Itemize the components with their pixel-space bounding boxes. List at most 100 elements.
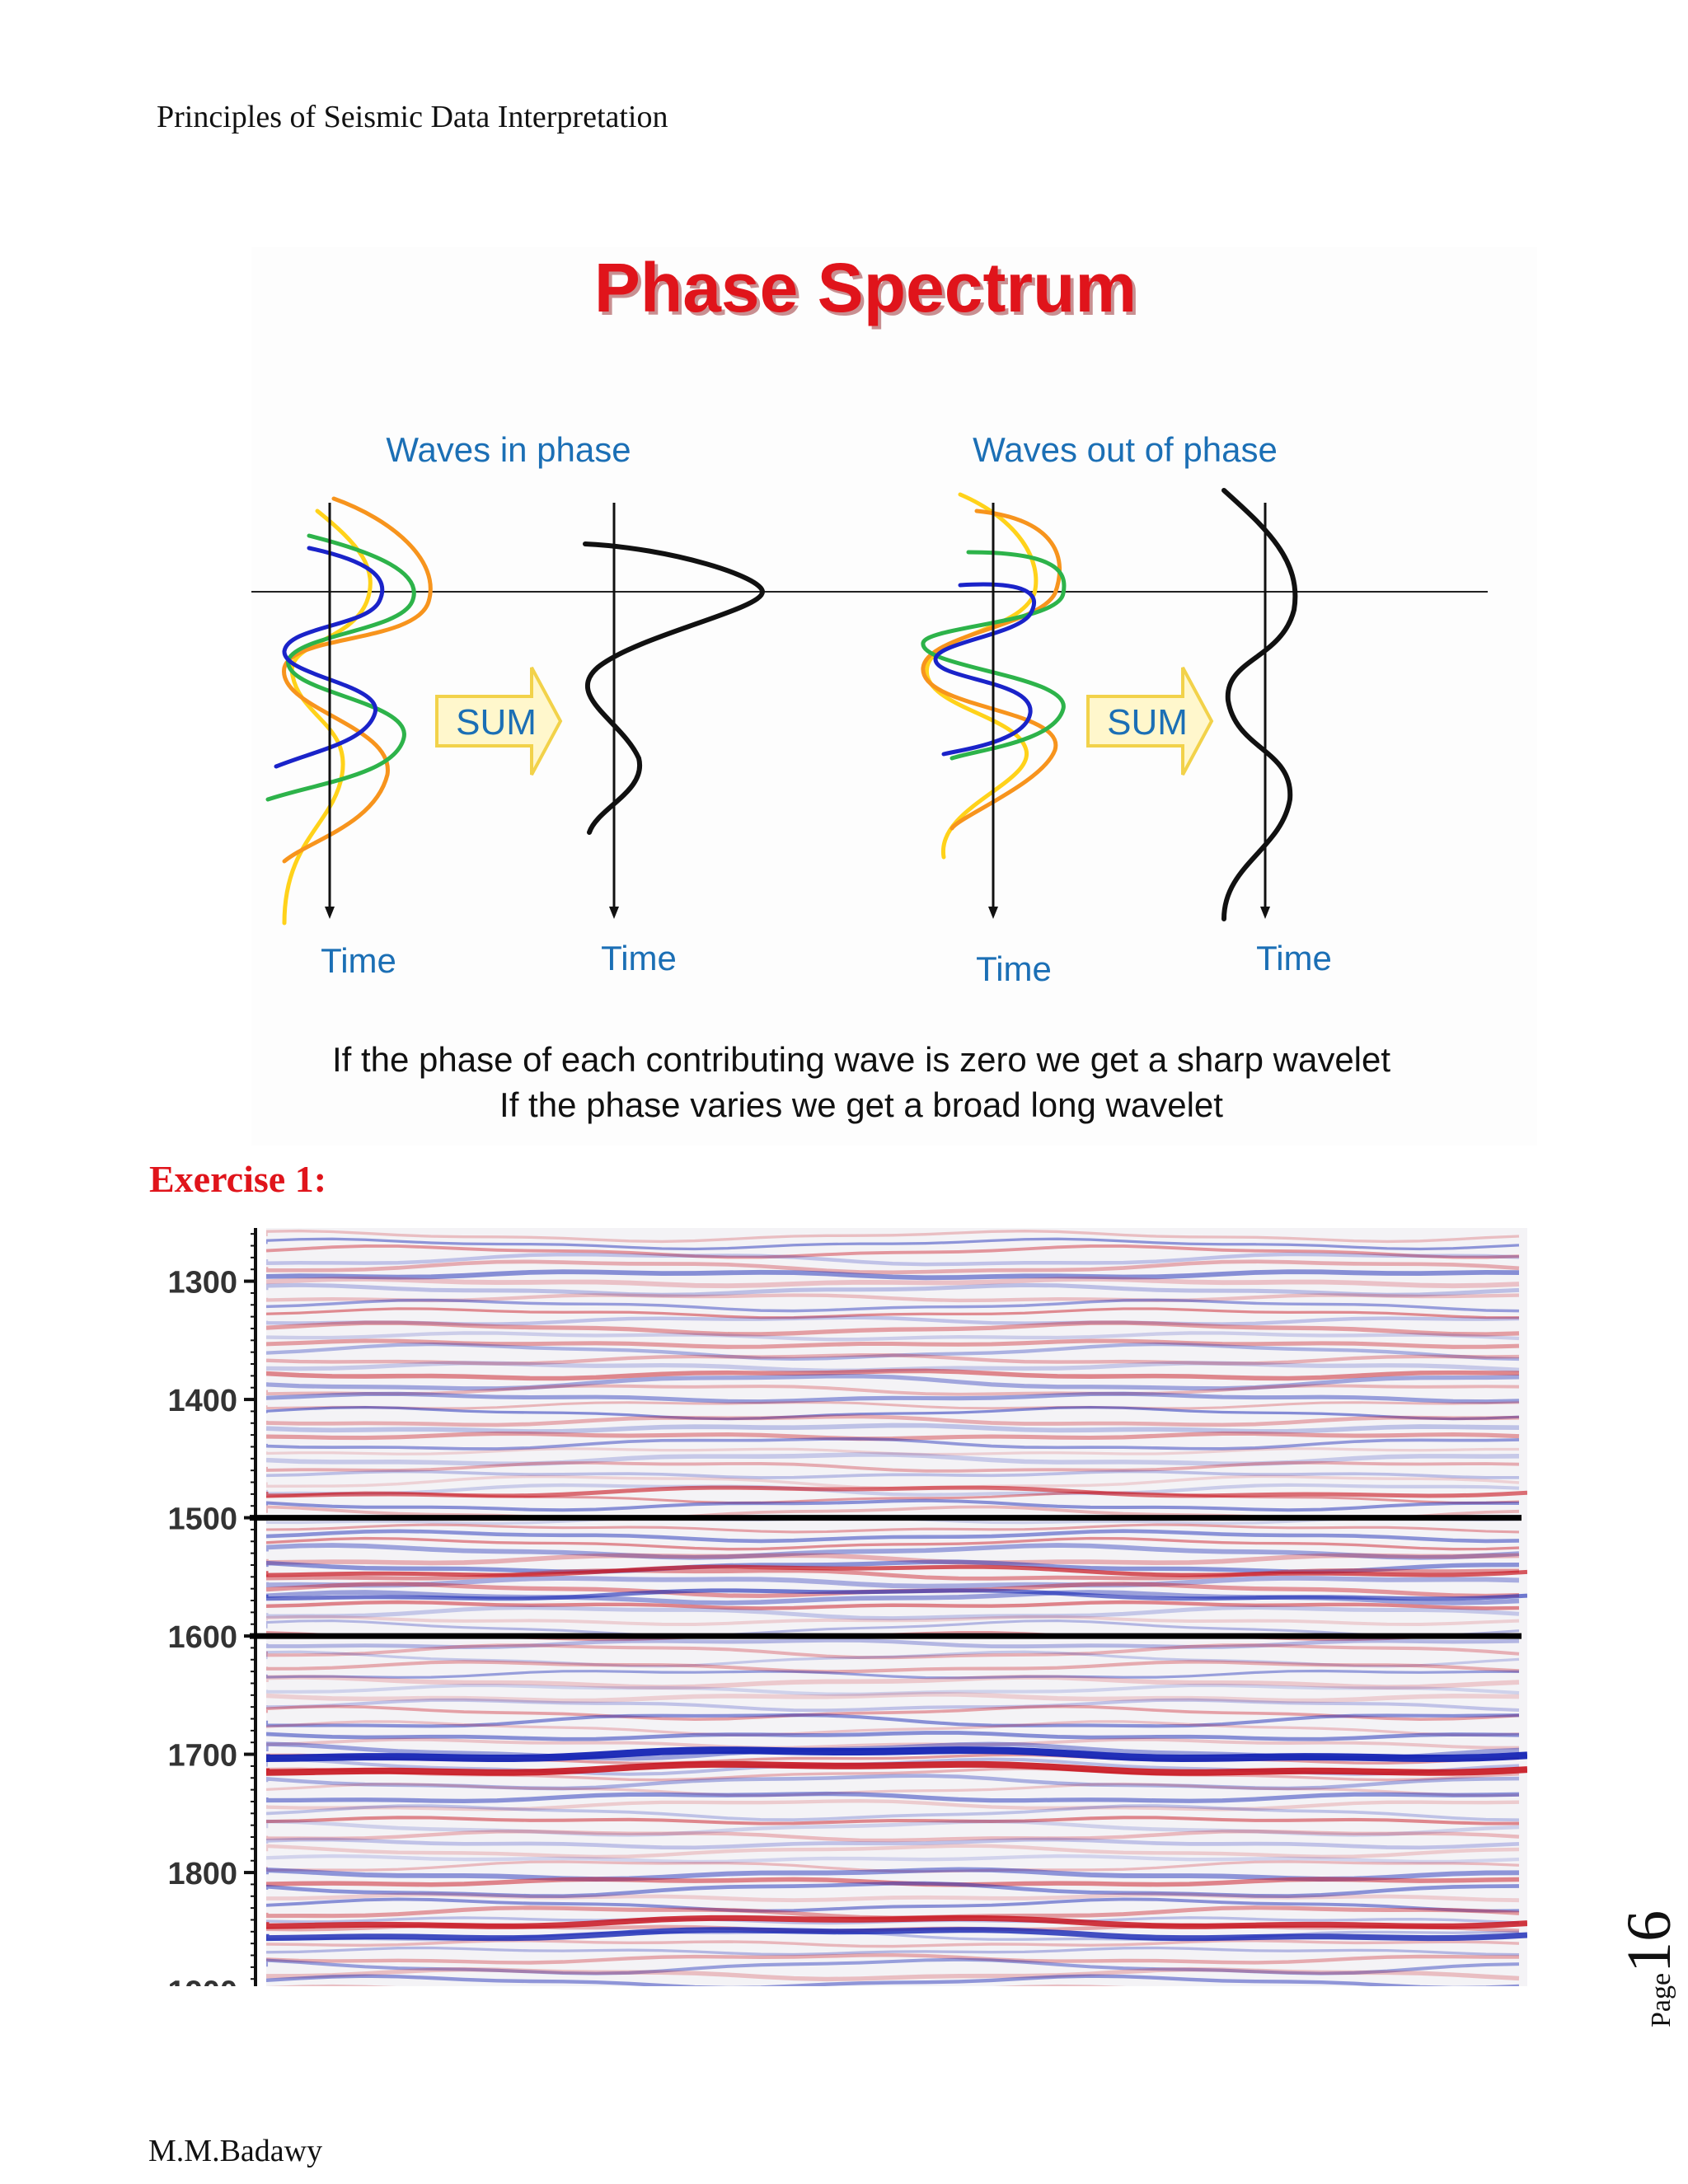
reflector: [266, 1938, 1520, 1948]
strong-reflector: [266, 1927, 1527, 1942]
reflector: [266, 1892, 1520, 1903]
reflector: [266, 1854, 1520, 1864]
reflector: [266, 1483, 1520, 1497]
seismic-section: 1300 1400 1500 1600 1700 1800 1900: [147, 1228, 1531, 2010]
reflector: [266, 1529, 1520, 1544]
caption-waves-in-phase: Waves in phase: [386, 430, 631, 469]
reflector: [266, 1782, 1520, 1797]
reflector: [266, 1320, 1520, 1337]
time-tick-label: 1400: [167, 1384, 237, 1418]
strong-reflector: [266, 1760, 1527, 1776]
reflector: [266, 1269, 1520, 1281]
reflector: [266, 1293, 1520, 1303]
reflector: [266, 1615, 1520, 1626]
reflector: [266, 1844, 1520, 1859]
reflector: [266, 1650, 1520, 1668]
explanation-line-1: If the phase of each contributing wave i…: [332, 1040, 1390, 1079]
reflector: [266, 1897, 1520, 1913]
reflector: [266, 1259, 1520, 1275]
reflector: [266, 1276, 1520, 1289]
exercise-heading: Exercise 1:: [149, 1158, 327, 1200]
reflector: [266, 1543, 1520, 1560]
page-label: Page: [1646, 1972, 1676, 2027]
reflector: [266, 1460, 1520, 1473]
page-number: Page16: [1599, 1896, 1684, 2027]
reflector: [266, 1469, 1520, 1479]
reflector: [266, 1683, 1520, 1696]
reflector: [266, 1405, 1520, 1421]
time-arrow-right-a: [988, 907, 998, 919]
reflector: [266, 1331, 1520, 1342]
seismic-reflectors: [266, 1229, 1527, 1986]
reflector: [266, 1374, 1520, 1391]
reflector: [266, 1660, 1520, 1674]
figure-title: Phase Spectrum: [594, 249, 1137, 326]
time-tick-label: 1800: [167, 1857, 237, 1891]
reflector: [266, 1600, 1520, 1610]
figure-title-shadow: Phase Spectrum: [598, 252, 1140, 330]
reflector: [266, 1498, 1520, 1512]
reflector: [266, 1422, 1520, 1434]
sum-label-right: SUM: [1107, 702, 1188, 743]
caption-waves-out-of-phase: Waves out of phase: [973, 430, 1278, 469]
reflector: [266, 1523, 1520, 1534]
reflector: [266, 1536, 1520, 1551]
sum-arrow-right: SUM: [1086, 667, 1214, 776]
time-tick-label: 1500: [167, 1502, 237, 1537]
reflector: [266, 1338, 1520, 1349]
sum-arrow-left: SUM: [435, 667, 563, 776]
reflector: [266, 1436, 1520, 1451]
reflector: [266, 1431, 1520, 1441]
reflector: [266, 1229, 1520, 1244]
reflector: [266, 1829, 1520, 1843]
page-number-value: 16: [1615, 1910, 1684, 1973]
reflector: [266, 1414, 1520, 1427]
time-label-left-b: Time: [601, 939, 677, 977]
time-label-right-a: Time: [976, 949, 1052, 988]
time-tick-label: 1300: [167, 1266, 237, 1301]
phase-spectrum-diagram: Phase Spectrum Phase Spectrum Waves in p…: [194, 249, 1488, 1124]
reflector: [266, 1704, 1520, 1722]
reflector: [266, 1974, 1520, 1986]
reflector: [266, 1353, 1520, 1366]
reflector: [266, 1307, 1520, 1319]
reflector: [266, 1391, 1520, 1404]
reflector: [266, 1553, 1520, 1566]
out-of-phase-component-waves: [921, 492, 1067, 860]
seismic-background: [266, 1228, 1527, 1986]
reflector: [266, 1731, 1520, 1741]
reflector: [266, 1568, 1520, 1581]
reflector: [266, 1692, 1520, 1704]
strong-reflector: [266, 1746, 1527, 1763]
reflector: [266, 1447, 1519, 1456]
reflector: [266, 1877, 1520, 1887]
reflector: [266, 1791, 1520, 1804]
strong-reflector: [266, 1588, 1527, 1601]
reflector: [266, 1298, 1520, 1313]
footer-author: M.M.Badawy: [148, 2134, 323, 2168]
seismic-section-svg: 1300 1400 1500 1600 1700 1800 1900: [167, 1228, 1527, 2010]
reflector: [266, 1819, 1520, 1837]
reflector: [266, 1282, 1520, 1297]
reflector: [266, 1698, 1520, 1713]
sum-label-left: SUM: [456, 702, 537, 743]
reflector: [266, 1315, 1520, 1326]
reflector: [266, 1737, 1519, 1750]
reflector: [266, 1720, 1520, 1736]
time-arrow-left-a: [325, 907, 335, 919]
interpreted-horizons: [250, 1515, 1522, 1639]
running-header: Principles of Seismic Data Interpretatio…: [157, 100, 668, 134]
strong-reflector: [266, 1915, 1527, 1929]
reflector: [266, 1837, 1520, 1850]
reflector: [266, 1881, 1520, 1899]
reflector: [266, 1452, 1520, 1466]
reflector: [266, 1669, 1519, 1680]
time-arrow-right-b: [1260, 907, 1270, 919]
reflector: [266, 1244, 1520, 1259]
reflector: [266, 1252, 1520, 1267]
reflector: [266, 1361, 1520, 1373]
reflector: [266, 1799, 1520, 1811]
in-phase-component-waves: [265, 496, 433, 926]
reflector: [266, 1575, 1520, 1589]
time-arrow-left-b: [609, 907, 619, 919]
